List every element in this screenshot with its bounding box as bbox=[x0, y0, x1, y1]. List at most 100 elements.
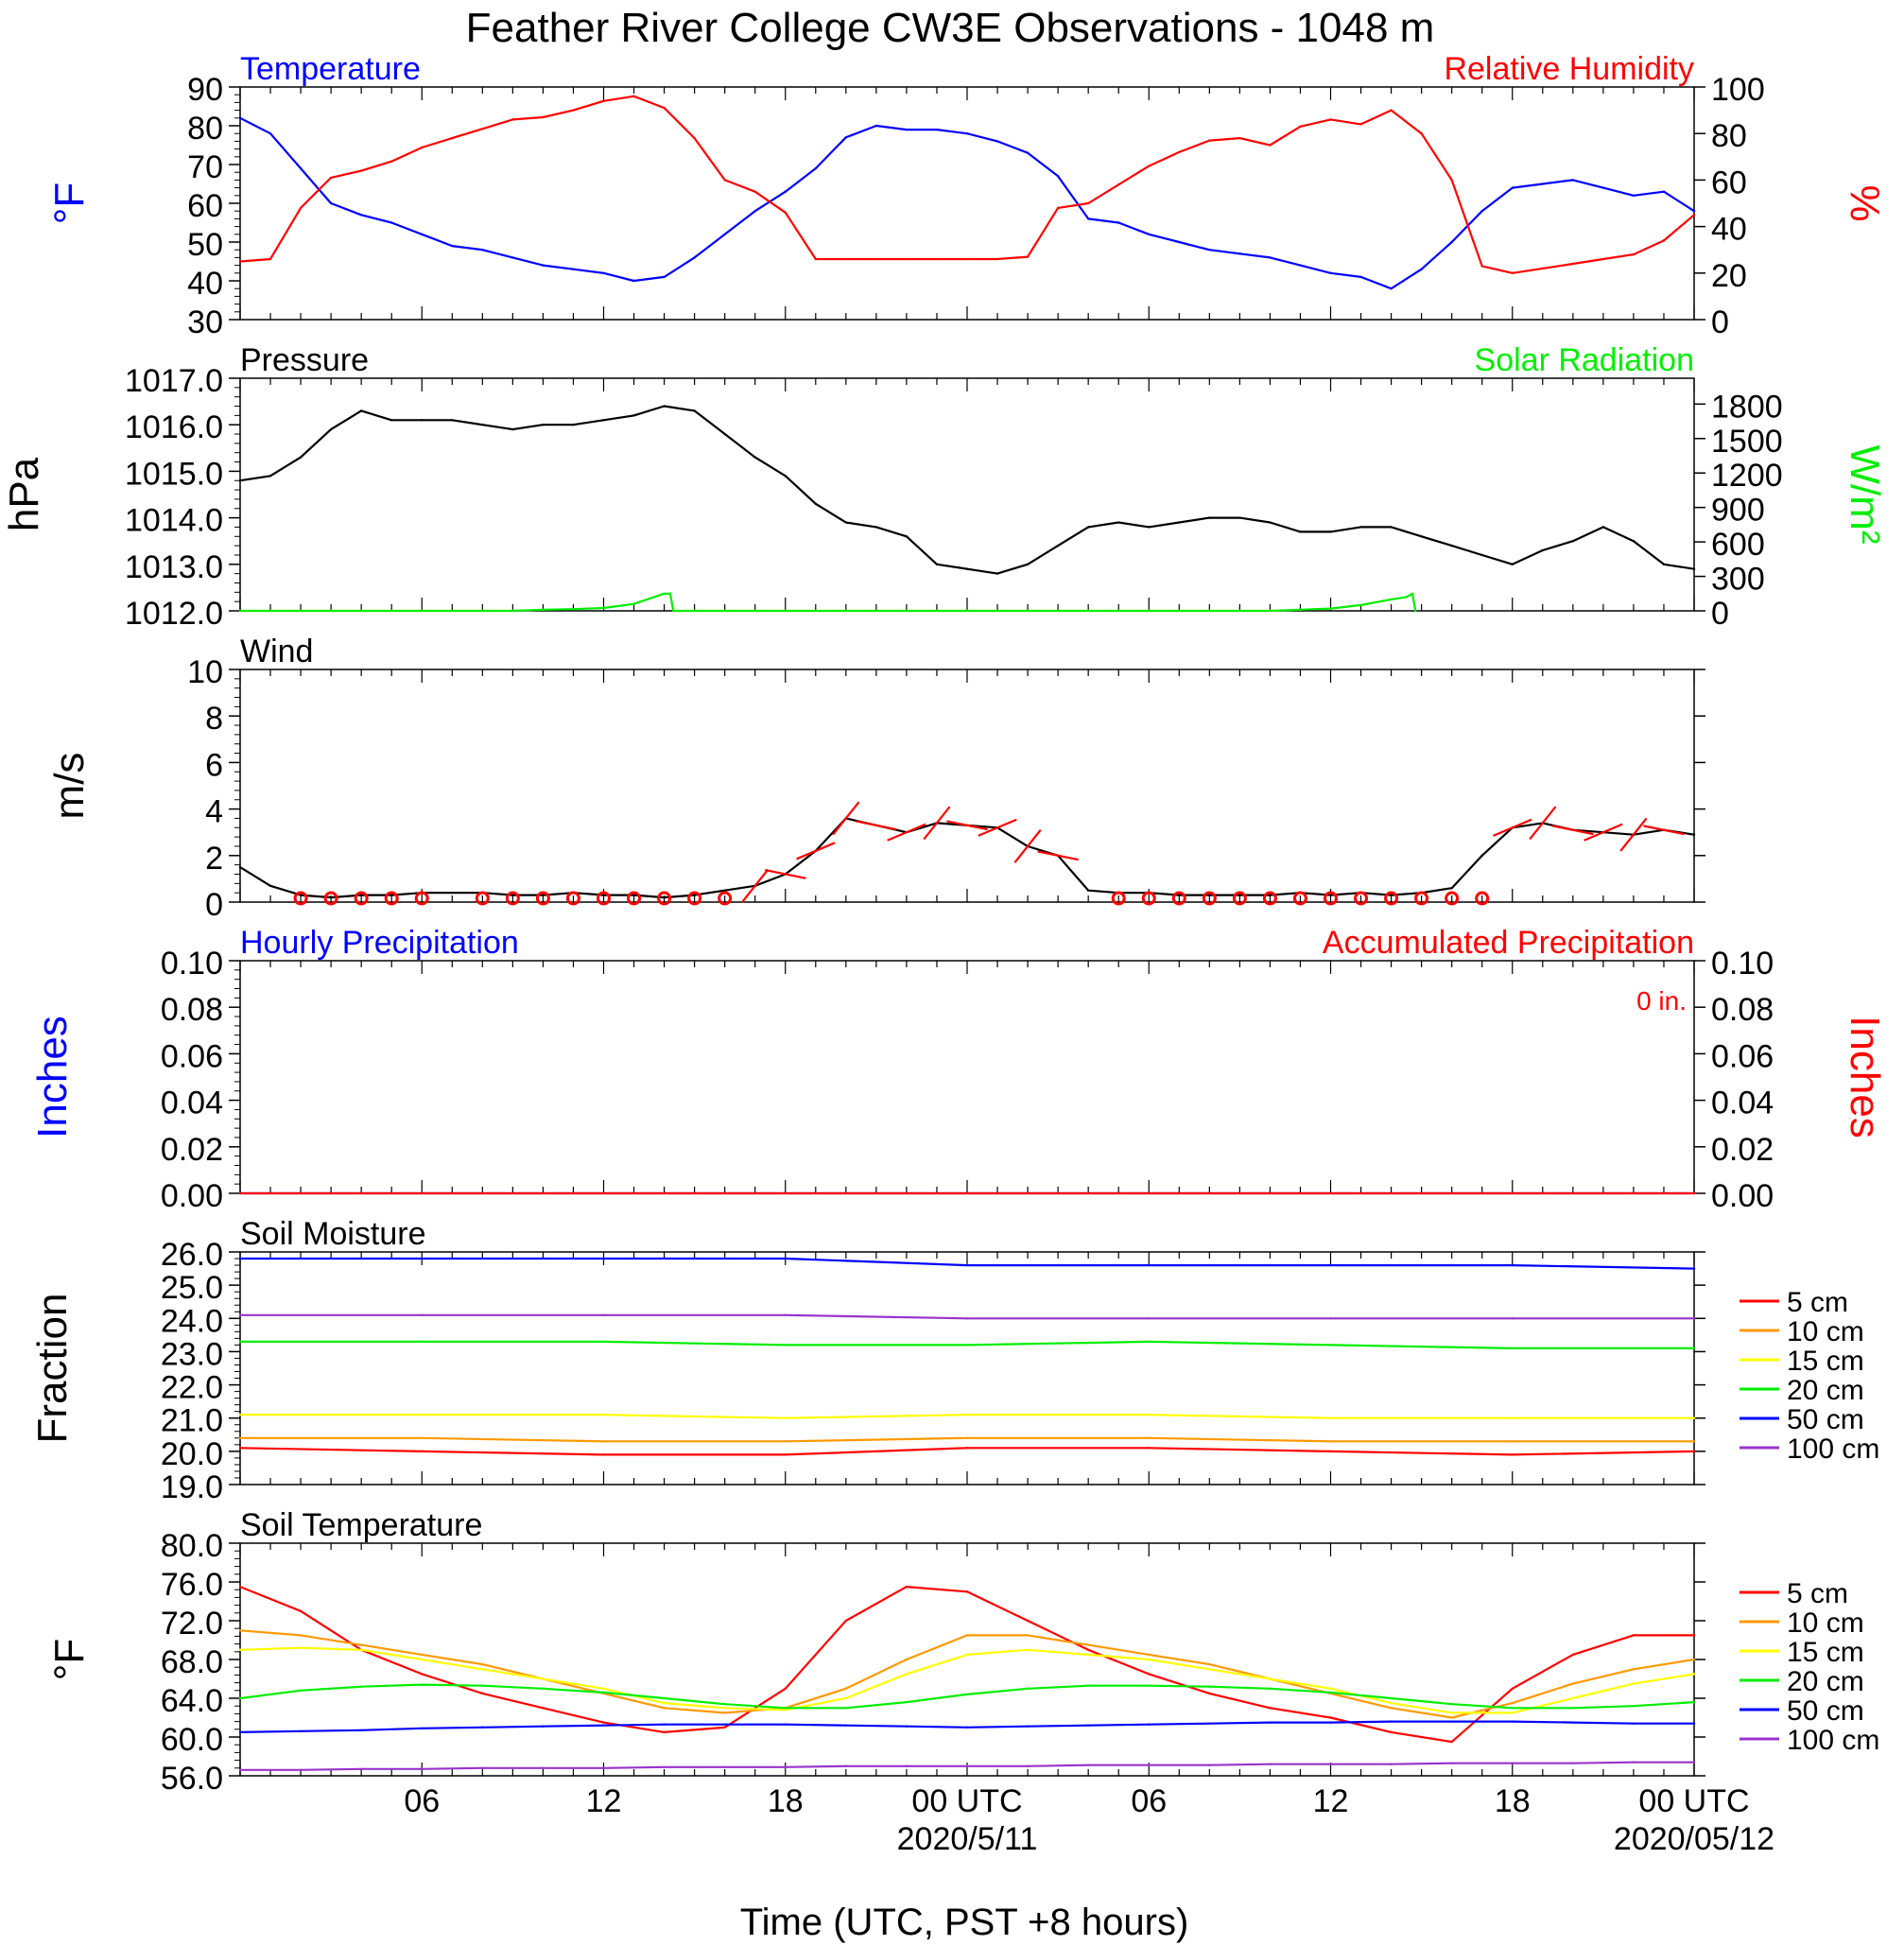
data-point bbox=[1269, 1721, 1272, 1724]
y-tick-label: 50 bbox=[187, 227, 223, 263]
data-point bbox=[1208, 1692, 1211, 1695]
data-point bbox=[1329, 1691, 1332, 1694]
data-point bbox=[1511, 1707, 1514, 1710]
calm-wind-marker bbox=[718, 891, 733, 906]
data-point bbox=[1086, 1764, 1090, 1766]
calm-wind-marker bbox=[1111, 891, 1126, 906]
series-line-15cm bbox=[239, 1646, 1695, 1714]
wind-barb bbox=[764, 869, 806, 879]
y-tick-label: 6 bbox=[205, 747, 223, 783]
data-point bbox=[511, 118, 514, 121]
data-point bbox=[1329, 1440, 1332, 1443]
data-point bbox=[1662, 563, 1666, 565]
data-point bbox=[1148, 1653, 1151, 1657]
calm-wind-marker bbox=[354, 891, 369, 906]
data-point bbox=[390, 894, 393, 896]
data-point bbox=[1359, 275, 1362, 279]
data-point bbox=[935, 128, 939, 131]
data-point bbox=[1086, 526, 1090, 529]
data-point bbox=[1390, 287, 1393, 290]
data-point bbox=[299, 1768, 303, 1772]
calm-wind-marker bbox=[597, 891, 611, 906]
y2-tick-label: 1500 bbox=[1711, 424, 1783, 460]
x-tick-label: 00 UTC bbox=[911, 1783, 1022, 1819]
data-point bbox=[602, 1257, 605, 1260]
calm-wind-marker bbox=[1354, 891, 1369, 906]
data-point bbox=[965, 1634, 969, 1637]
data-point bbox=[632, 602, 635, 605]
data-point bbox=[602, 1414, 605, 1416]
y-tick-label: 8 bbox=[205, 701, 223, 737]
y-tick-label: 2 bbox=[205, 841, 223, 877]
y-tick-label: 1012.0 bbox=[125, 596, 223, 632]
data-point bbox=[1692, 214, 1696, 217]
data-point bbox=[1148, 1673, 1151, 1676]
data-point bbox=[1178, 150, 1181, 154]
legend-label: 5 cm bbox=[1787, 1578, 1848, 1609]
data-point bbox=[1026, 1648, 1030, 1651]
data-point bbox=[1692, 567, 1696, 570]
data-point bbox=[1420, 268, 1423, 270]
data-point bbox=[1148, 165, 1151, 167]
data-point bbox=[1390, 1707, 1393, 1710]
wind-barb bbox=[1643, 825, 1685, 836]
y-tick-label: 10 bbox=[187, 654, 223, 690]
x-tick-label: 12 bbox=[1313, 1783, 1349, 1819]
plot-frame bbox=[239, 377, 1695, 612]
data-point bbox=[1541, 267, 1544, 270]
data-point bbox=[1511, 271, 1514, 274]
data-point bbox=[1208, 139, 1211, 142]
data-point bbox=[421, 1313, 424, 1316]
data-point bbox=[481, 1668, 484, 1671]
data-point bbox=[1208, 894, 1211, 896]
data-point bbox=[1359, 123, 1362, 126]
data-point bbox=[965, 1436, 969, 1440]
y-tick-label: 30 bbox=[187, 304, 223, 340]
data-point bbox=[1411, 592, 1414, 595]
legend-label: 15 cm bbox=[1787, 1637, 1864, 1668]
data-point bbox=[1086, 1643, 1090, 1646]
data-point bbox=[238, 1768, 242, 1772]
data-point bbox=[1299, 125, 1302, 129]
calm-wind-marker bbox=[384, 891, 399, 906]
data-point bbox=[844, 1764, 848, 1767]
data-point bbox=[1269, 894, 1272, 896]
data-point bbox=[1329, 607, 1332, 610]
calm-wind-marker bbox=[475, 891, 490, 906]
data-point bbox=[1269, 1677, 1272, 1680]
data-point bbox=[723, 1707, 726, 1710]
data-point bbox=[965, 1344, 969, 1347]
panel-title-right: Relative Humidity bbox=[1444, 51, 1694, 87]
data-point bbox=[1692, 1634, 1696, 1637]
data-point bbox=[1480, 854, 1483, 857]
wind-barb bbox=[1013, 829, 1042, 863]
data-point bbox=[1571, 262, 1575, 266]
data-point bbox=[238, 865, 242, 869]
data-point bbox=[1390, 109, 1393, 112]
data-point bbox=[784, 1440, 787, 1443]
data-point bbox=[1511, 1711, 1514, 1714]
data-point bbox=[329, 201, 333, 205]
data-point bbox=[542, 1725, 545, 1728]
accumulated-precip-annotation: 0 in. bbox=[1636, 986, 1687, 1016]
data-point bbox=[1238, 252, 1241, 255]
data-point bbox=[784, 1709, 787, 1711]
data-point bbox=[421, 1673, 424, 1676]
y-tick-label: 23.0 bbox=[161, 1336, 223, 1372]
data-point bbox=[1329, 1416, 1332, 1419]
data-point bbox=[1208, 1668, 1211, 1671]
data-point bbox=[1692, 210, 1696, 213]
data-point bbox=[784, 1257, 787, 1260]
y-axis-label: m/s bbox=[46, 753, 93, 820]
calm-wind-marker bbox=[1262, 891, 1277, 906]
data-point bbox=[723, 1711, 726, 1714]
data-point bbox=[965, 1414, 969, 1416]
plot-frame bbox=[239, 86, 1695, 321]
data-point bbox=[299, 894, 303, 896]
data-point bbox=[511, 256, 514, 259]
data-point bbox=[268, 475, 272, 478]
y-tick-label: 22.0 bbox=[161, 1370, 223, 1406]
data-point bbox=[1692, 1440, 1696, 1443]
data-point bbox=[1026, 1634, 1030, 1637]
